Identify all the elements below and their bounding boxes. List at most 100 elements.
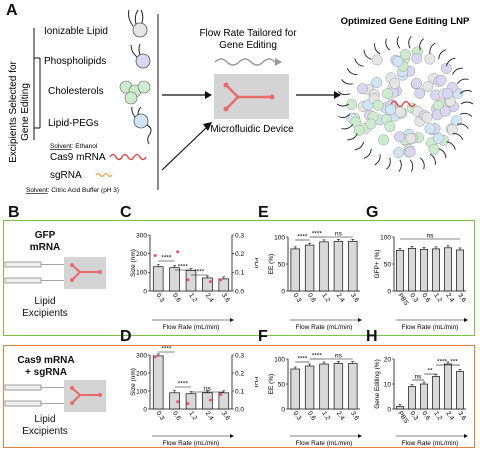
- significance-label: ***: [450, 359, 458, 366]
- solvent-buffer-label: : Citric Acid Buffer (pH 3): [48, 187, 119, 194]
- x-tick-label: 0.6: [306, 292, 317, 304]
- significance-label: ns: [335, 353, 343, 360]
- svg-text:Solvent: Citric Acid Buffer (p: Solvent: Citric Acid Buffer (pH 3): [26, 187, 119, 194]
- gfp-lipid-excipients-label: Lipid Excipients: [16, 296, 74, 320]
- pdi-point: [186, 278, 190, 282]
- cas9-title-line-1: Cas9 mRNA: [17, 355, 75, 366]
- x-tick-label: 0.3: [408, 292, 419, 304]
- bar: [319, 241, 329, 292]
- x-tick-label: 0.6: [306, 410, 317, 422]
- pdi-point: [219, 393, 223, 397]
- y-tick-label: 0: [281, 288, 285, 295]
- cas9-syringe-device-icon: [4, 380, 106, 412]
- lipid-peg-icon: [131, 106, 152, 145]
- y-tick-label: 300: [136, 232, 147, 239]
- arrow-icon: [464, 434, 468, 438]
- bar: [348, 363, 358, 410]
- solvent-buffer-prefix: Solvent: [26, 187, 48, 194]
- significance-label: ****: [178, 381, 189, 388]
- pdi-point: [186, 402, 190, 406]
- solvent-ethanol-prefix: Solvent: [50, 143, 72, 150]
- bar: [304, 365, 315, 410]
- bar: [408, 247, 416, 292]
- significance-label: ****: [297, 234, 308, 241]
- section-a-diagram: Excipients Selected for Gene Editing Ion…: [8, 9, 474, 194]
- arrow-icon: [358, 318, 362, 322]
- bar: [396, 250, 404, 292]
- significance-label: ****: [161, 346, 172, 353]
- y-tick-label: 0: [143, 406, 147, 413]
- y-tick-label: 100: [380, 234, 391, 241]
- gfp-sub-line-2: Excipients: [22, 308, 68, 319]
- x-tick-label: 0.3: [292, 292, 303, 304]
- arrow-icon: [162, 91, 212, 99]
- arrow-icon: [464, 318, 468, 322]
- y-tick-label: 200: [136, 251, 147, 258]
- x-tick-label: 0.6: [171, 410, 182, 422]
- chart-f: 0 50 100 EE (%) 0.3 0.6 1.2 2.4 3.6 **** **** ns Flo…: [268, 353, 362, 447]
- x-tick-label: 2.4: [335, 410, 346, 422]
- y2-axis-title: PDI: [253, 258, 258, 269]
- phospholipid-icon: [130, 43, 151, 69]
- bar: [218, 278, 230, 292]
- solvent-ethanol-label: : Ethanol: [72, 143, 98, 150]
- gfp-row-frame: [3, 220, 475, 336]
- flow-wave-icon: [214, 58, 282, 66]
- x-axis-title: Flow Rate (mL/min): [163, 440, 220, 447]
- pdi-point: [176, 250, 180, 254]
- panel-letter-f: F: [258, 328, 268, 345]
- svg-text:Solvent: Ethanol: Solvent: Ethanol: [50, 143, 98, 150]
- bar: [432, 248, 440, 292]
- significance-label: ns: [427, 233, 435, 240]
- gfp-syringe-device-icon: [4, 257, 106, 289]
- excipient-lipid-pegs: Lipid-PEGs: [48, 118, 99, 129]
- bar: [152, 355, 164, 410]
- bar: [444, 247, 452, 292]
- cas9-lipid-excipients-label: Lipid Excipients: [16, 414, 74, 438]
- panel-letter-b: B: [8, 204, 20, 221]
- y2-tick-label: 0.0: [235, 406, 244, 413]
- y2-axis-title: PDI: [253, 377, 258, 388]
- x-tick-label: 0.6: [171, 292, 182, 304]
- bar: [456, 249, 464, 292]
- x-tick-label: 3.6: [456, 410, 467, 422]
- sgrna-icon: [95, 172, 113, 178]
- y2-tick-label: 0.1: [235, 388, 244, 395]
- x-axis-title: Flow Rate (mL/min): [402, 440, 459, 447]
- y-axis-title: EE (%): [268, 254, 275, 275]
- y-axis-title: Size (nm): [130, 368, 137, 396]
- y2-tick-label: 0.0: [235, 288, 244, 295]
- x-tick-label: 1.2: [432, 410, 443, 422]
- rna-cas9-label: Cas9 mRNA: [50, 152, 106, 163]
- y-tick-label: 50: [278, 381, 286, 388]
- bar: [348, 240, 358, 292]
- x-tick-label: 3.6: [349, 292, 360, 304]
- bar: [444, 363, 452, 410]
- y-tick-label: 200: [136, 370, 147, 377]
- bar: [290, 368, 300, 410]
- ionizable-lipid-icon: [128, 9, 148, 38]
- rna-sgrna-label: sgRNA: [50, 170, 82, 181]
- pdi-point: [153, 355, 157, 359]
- y-tick-label: 50: [278, 261, 286, 268]
- x-axis-title: Flow Rate (mL/min): [296, 440, 353, 447]
- y-axis-title: Gene Editing (%): [374, 359, 381, 409]
- x-tick-label: 3.6: [349, 410, 360, 422]
- y2-tick-label: 0.2: [235, 251, 244, 258]
- bar: [152, 266, 164, 292]
- x-tick-label: 3.6: [220, 292, 231, 304]
- bar: [185, 393, 197, 410]
- gfp-mrna-title: GFP mRNA: [25, 230, 65, 254]
- x-tick-label: 1.2: [320, 410, 331, 422]
- flow-rate-title-1: Flow Rate Tailored for: [199, 28, 297, 39]
- x-tick-label: PBS: [396, 410, 410, 425]
- significance-label: ****: [178, 264, 189, 271]
- y2-tick-label: 0.3: [235, 232, 244, 239]
- x-tick-label: 2.4: [444, 410, 455, 422]
- x-tick-label: 2.4: [204, 410, 215, 422]
- x-axis-title: Flow Rate (mL/min): [402, 324, 459, 331]
- x-tick-label: 3.6: [456, 292, 467, 304]
- significance-label: ns: [204, 386, 212, 393]
- x-tick-label: 1.2: [320, 292, 331, 304]
- significance-label: ****: [312, 231, 323, 238]
